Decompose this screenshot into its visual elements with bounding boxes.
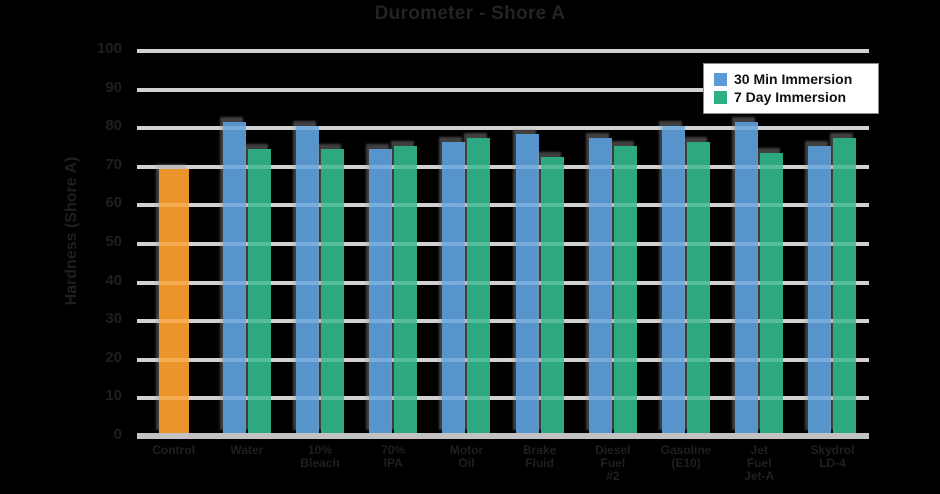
gridline	[137, 242, 869, 246]
gridline-overlay	[137, 242, 869, 246]
bar-group-1	[137, 49, 210, 435]
x-tick-label-2: Water	[230, 443, 264, 457]
legend-item-30min: 30 Min Immersion	[714, 71, 870, 87]
x-axis-line	[137, 433, 869, 439]
bar-group-7	[576, 49, 649, 435]
y-tick-label-50: 50	[105, 233, 122, 250]
gridline-overlay	[137, 87, 869, 92]
gridline	[137, 164, 869, 169]
gridline	[137, 126, 869, 131]
gridline-overlay	[137, 49, 869, 53]
x-tick-label-8: Gasoline (E10)	[660, 443, 712, 470]
y-tick-label-100: 100	[96, 40, 122, 57]
y-tick-label-0: 0	[113, 426, 122, 443]
x-axis-tick-labels: Control Water 10% Bleach 70% IPA Motor Oil Br…	[137, 444, 869, 483]
gridline-overlay	[137, 164, 869, 169]
bar-group-2	[210, 49, 283, 435]
legend-label-7day: 7 Day Immersion	[734, 89, 847, 105]
chart-title: Durometer - Shore A	[374, 3, 566, 24]
bar-7-day-immersion-cat9	[760, 153, 784, 435]
bar-30-min-immersion-cat3	[296, 126, 319, 435]
bar-30-min-immersion-cat6	[515, 133, 539, 435]
bar-30-min-immersion-cat2	[222, 122, 246, 435]
x-tick-label-10: Skydrol LD-4	[810, 443, 855, 470]
gridline	[137, 49, 869, 53]
bar-control-initial-cat1	[158, 168, 189, 435]
x-tick-label-4: 70% IPA	[381, 443, 406, 470]
bar-groups	[137, 49, 869, 435]
y-tick-label-70: 70	[105, 155, 122, 173]
y-tick-label-80: 80	[105, 117, 122, 135]
y-tick-label-40: 40	[105, 271, 122, 289]
bar-7-day-immersion-cat5	[467, 137, 491, 435]
bar-group-8	[649, 49, 722, 435]
x-tick-label-3: 10% Bleach	[300, 443, 340, 470]
bar-7-day-immersion-cat10	[833, 137, 857, 435]
y-tick-label-60: 60	[105, 194, 122, 212]
bar-7-day-immersion-cat4	[394, 145, 418, 435]
gridline-overlay	[137, 280, 869, 285]
legend: 30 Min Immersion 7 Day Immersion	[703, 63, 879, 114]
gridline	[137, 203, 869, 208]
bar-group-5	[430, 49, 503, 435]
y-tick-label-10: 10	[105, 387, 122, 405]
y-tick-label-20: 20	[105, 348, 122, 366]
bar-30-min-immersion-cat8	[662, 126, 686, 435]
x-tick-label-6: Brake Fluid	[522, 443, 557, 470]
x-tick-label-7: Diesel Fuel #2	[595, 443, 631, 483]
legend-label-30min: 30 Min Immersion	[734, 71, 853, 87]
gridline	[137, 319, 869, 324]
bar-7-day-immersion-cat3	[321, 149, 344, 435]
gridline-overlay	[137, 126, 869, 131]
gridline	[137, 396, 869, 401]
legend-swatch-30min	[714, 72, 727, 86]
gridline	[137, 87, 869, 92]
bar-group-6	[503, 49, 576, 435]
plot-area	[137, 49, 869, 435]
x-tick-label-1: Control	[152, 443, 195, 457]
legend-swatch-7day	[714, 90, 727, 104]
legend-item-7day: 7 Day Immersion	[714, 89, 870, 105]
bar-30-min-immersion-cat4	[369, 149, 393, 435]
gridline-overlay	[137, 396, 869, 401]
bar-group-4	[357, 49, 430, 435]
y-tick-label-30: 30	[105, 310, 122, 328]
gridline	[137, 357, 869, 362]
bar-group-10	[796, 49, 869, 435]
x-tick-label-9: Jet Fuel Jet-A	[744, 443, 775, 483]
gridline-overlay	[137, 357, 869, 362]
y-axis-tick-labels: 100 90 80 70 60 50 40 30 20 10 0	[0, 0, 128, 494]
gridline-overlay	[137, 319, 869, 324]
bar-30-min-immersion-cat9	[735, 122, 759, 435]
bar-7-day-immersion-cat8	[687, 141, 711, 435]
gridline	[137, 280, 869, 285]
bar-30-min-immersion-cat10	[808, 145, 832, 435]
x-tick-label-5: Motor Oil	[449, 443, 484, 470]
bar-group-3	[283, 49, 356, 435]
y-tick-label-90: 90	[105, 78, 122, 96]
bar-7-day-immersion-cat2	[247, 149, 271, 435]
bar-7-day-immersion-cat7	[613, 145, 637, 435]
bar-7-day-immersion-cat6	[540, 157, 564, 435]
bar-30-min-immersion-cat7	[588, 137, 612, 435]
bar-group-9	[723, 49, 796, 435]
gridline-overlay	[137, 203, 869, 208]
bar-30-min-immersion-cat5	[442, 141, 466, 435]
